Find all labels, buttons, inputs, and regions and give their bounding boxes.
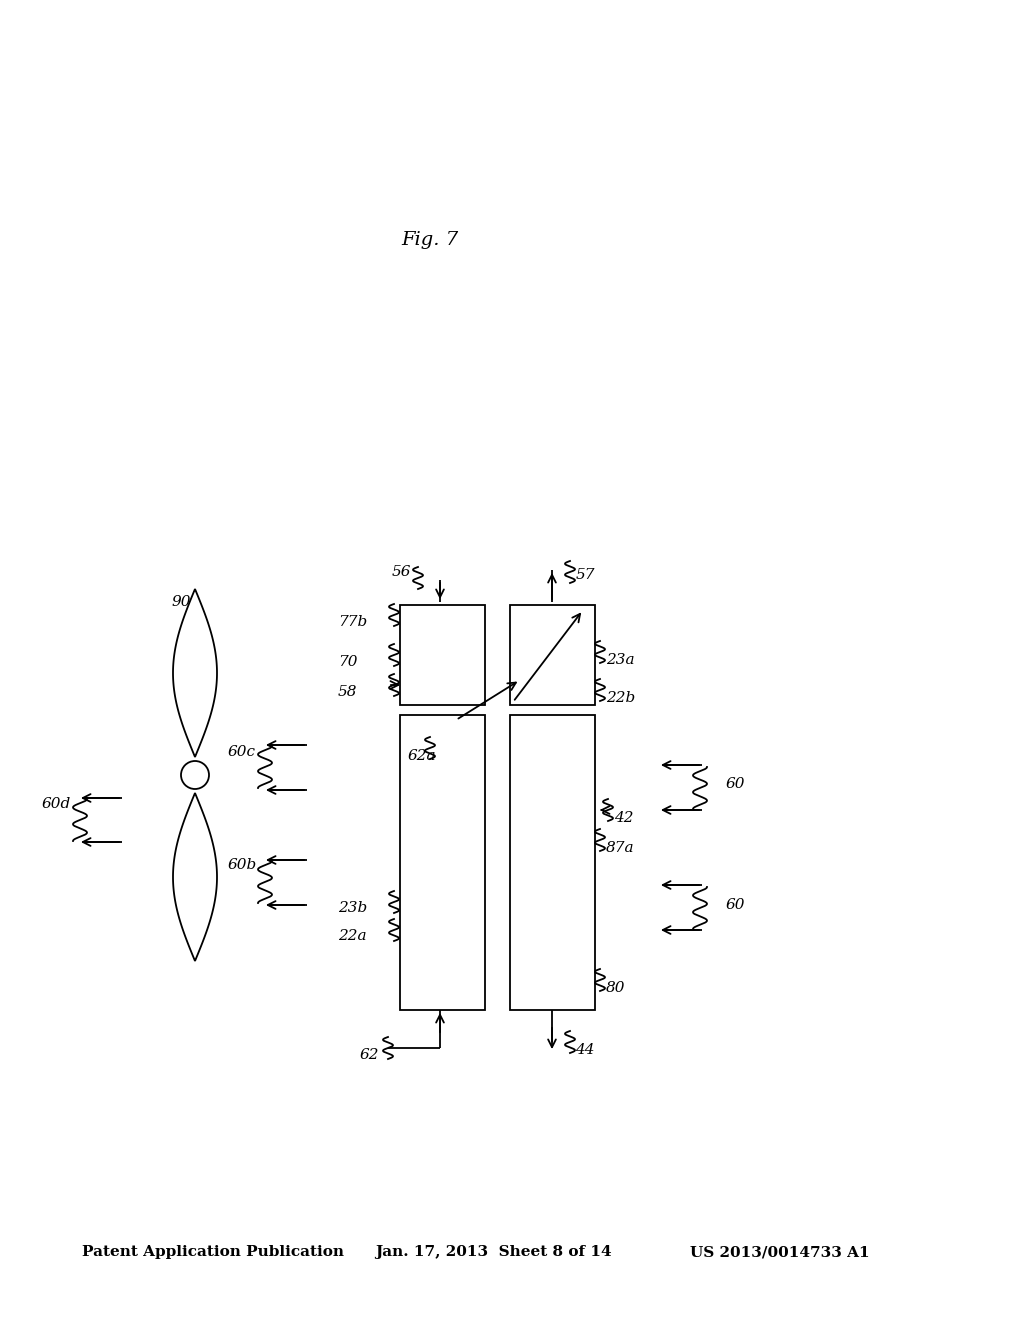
- Text: 44: 44: [575, 1043, 595, 1057]
- Text: 77b: 77b: [338, 615, 368, 630]
- Text: 58: 58: [338, 685, 357, 700]
- Text: 22b: 22b: [606, 690, 635, 705]
- Text: 23a: 23a: [606, 653, 635, 667]
- Bar: [400, 605, 485, 705]
- Text: 57: 57: [575, 568, 596, 582]
- Text: 62a: 62a: [408, 748, 436, 763]
- Text: 87a: 87a: [606, 841, 635, 855]
- Text: 70: 70: [338, 655, 357, 669]
- Text: Jan. 17, 2013  Sheet 8 of 14: Jan. 17, 2013 Sheet 8 of 14: [375, 1245, 611, 1259]
- Text: 22a: 22a: [338, 929, 367, 942]
- Text: 60c: 60c: [228, 744, 256, 759]
- Bar: [510, 715, 595, 1010]
- Text: 60: 60: [726, 898, 745, 912]
- Bar: [400, 715, 485, 1010]
- Text: 42: 42: [614, 810, 634, 825]
- Text: 60b: 60b: [228, 858, 257, 873]
- Text: 56: 56: [392, 565, 412, 579]
- Text: 90: 90: [172, 595, 191, 609]
- Text: 80: 80: [606, 981, 626, 995]
- Text: 23b: 23b: [338, 902, 368, 915]
- Text: 60d: 60d: [42, 797, 72, 810]
- Text: 62: 62: [360, 1048, 380, 1063]
- Polygon shape: [173, 589, 217, 756]
- Polygon shape: [173, 793, 217, 961]
- Text: US 2013/0014733 A1: US 2013/0014733 A1: [690, 1245, 869, 1259]
- Text: 60: 60: [726, 777, 745, 791]
- Bar: [510, 605, 595, 705]
- Circle shape: [181, 762, 209, 789]
- Text: Patent Application Publication: Patent Application Publication: [82, 1245, 344, 1259]
- Text: Fig. 7: Fig. 7: [401, 231, 459, 249]
